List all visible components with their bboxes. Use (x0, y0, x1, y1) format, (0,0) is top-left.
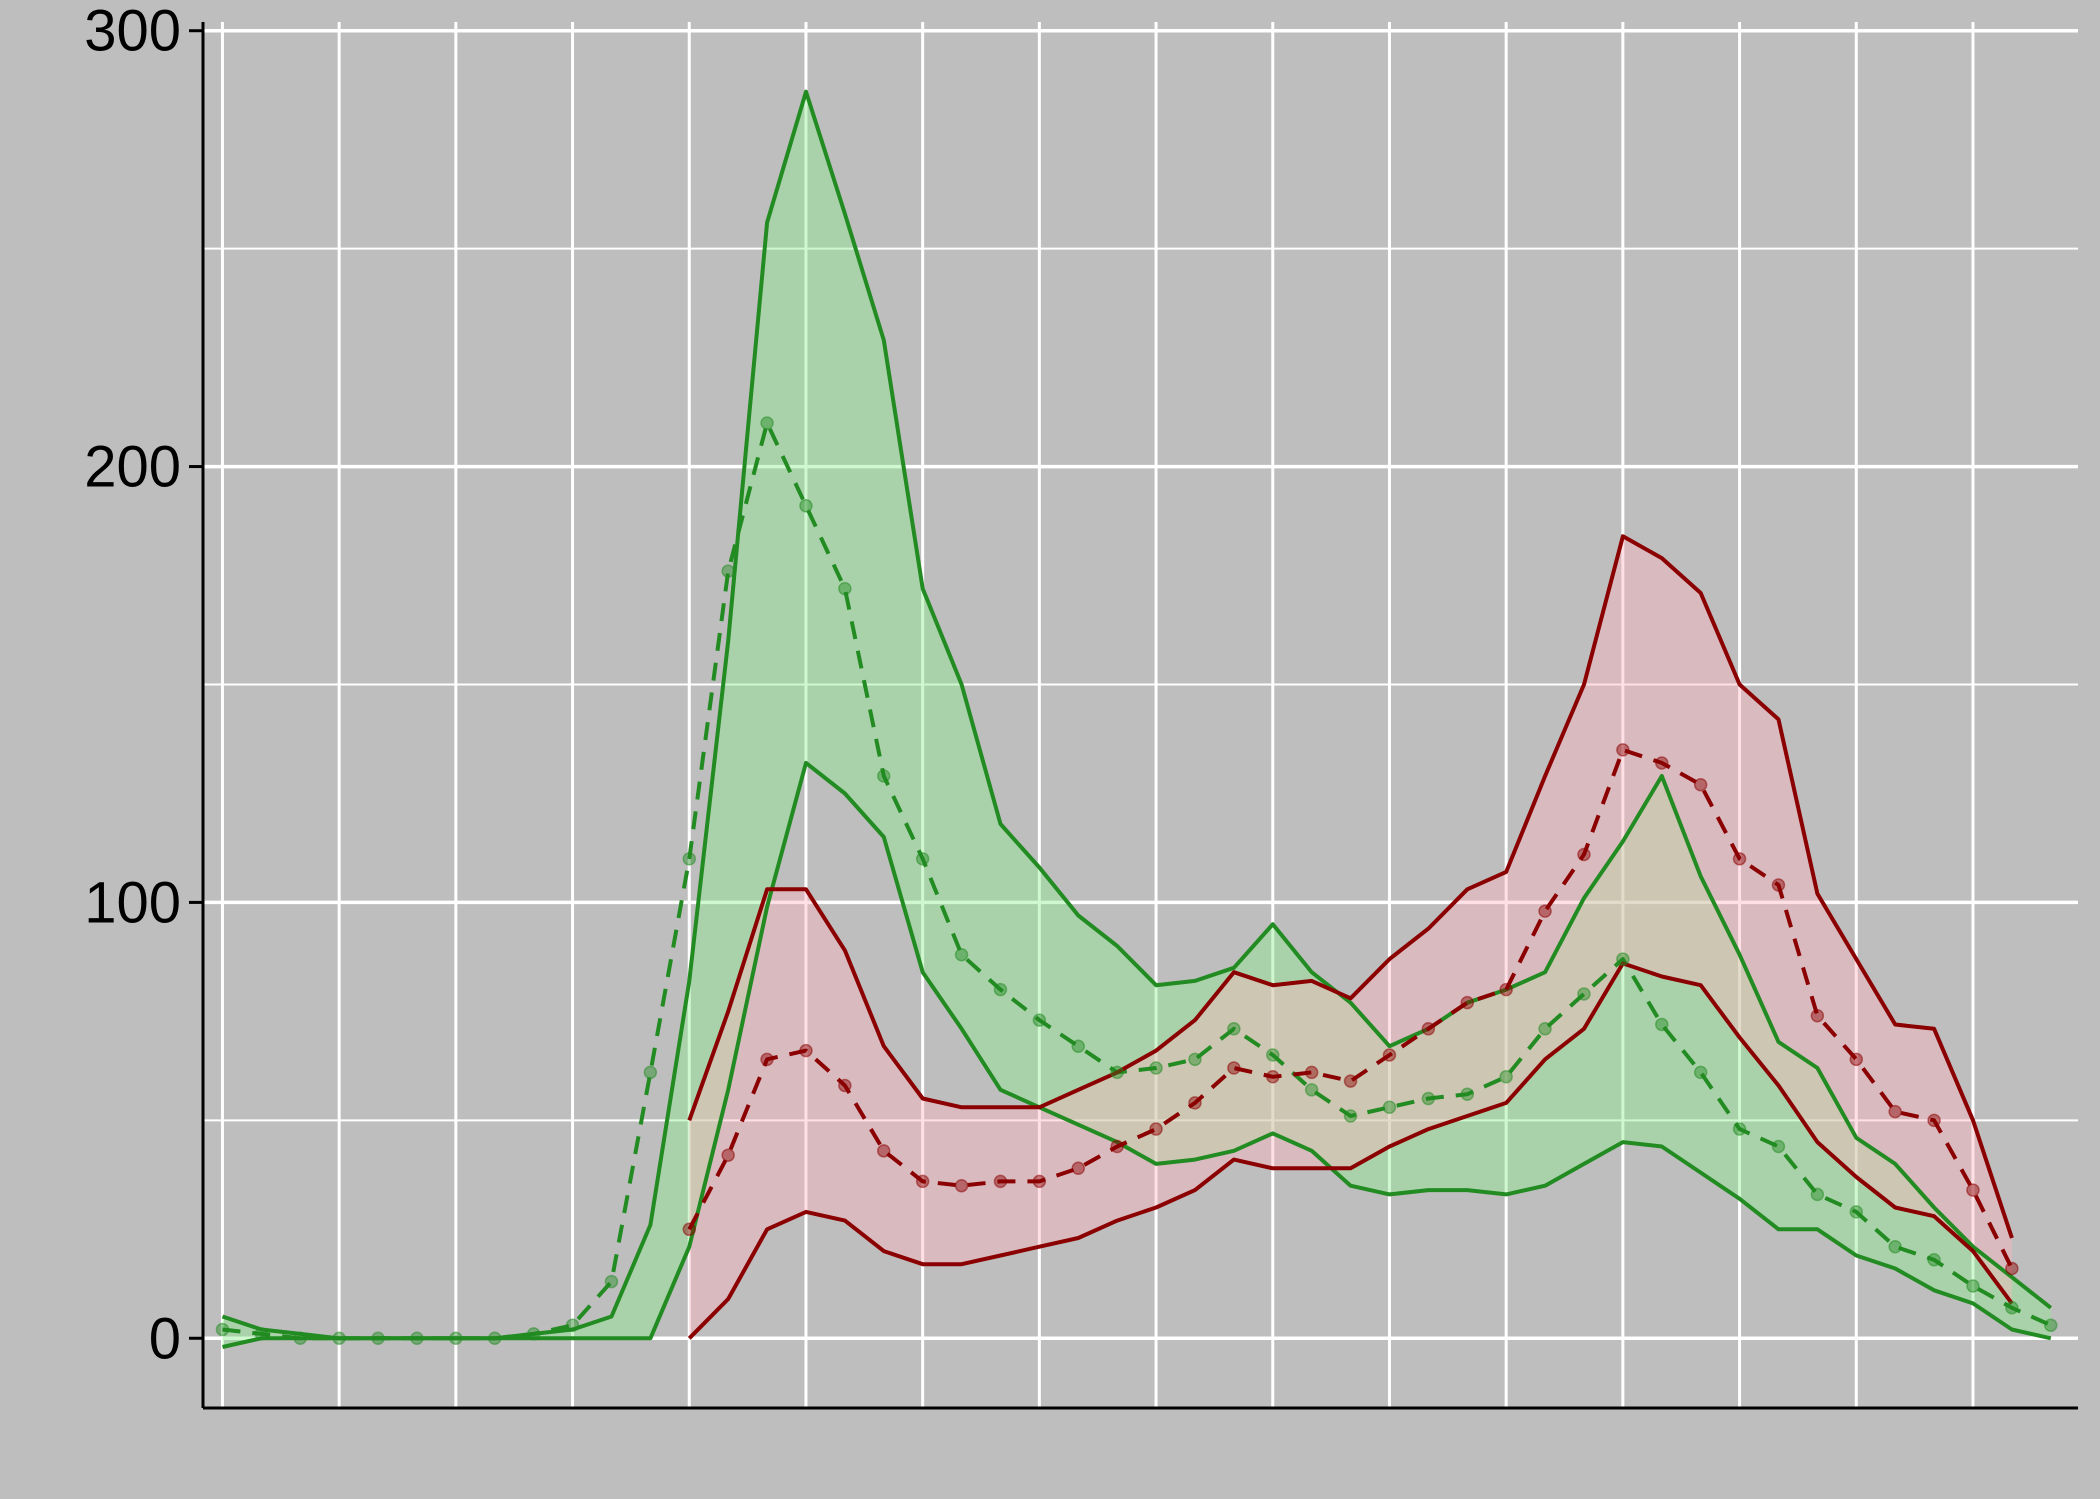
green-mean-point (1810, 1187, 1825, 1202)
confidence-bands (222, 91, 2051, 1348)
green-mean-point (410, 1331, 424, 1346)
red-mean-point (1732, 852, 1747, 866)
green-band (222, 91, 2051, 1348)
gridlines (203, 22, 2078, 1408)
red-mean-point (760, 1052, 774, 1067)
red-mean-point (1032, 1174, 1047, 1189)
red-mean-point (1888, 1104, 1902, 1119)
red-mean-point (1810, 1008, 1825, 1023)
red-mean-point (1149, 1122, 1163, 1136)
green-mean-point (643, 1065, 658, 1080)
green-mean-point (1616, 952, 1630, 966)
green-mean-point (371, 1331, 385, 1346)
axes (189, 22, 2078, 1410)
red-mean-point (915, 1174, 930, 1189)
green-mean-point (1266, 1048, 1280, 1062)
y-tick-labels: 0 100 200 300 (84, 0, 181, 1371)
green-mean-point (954, 947, 969, 962)
red-mean-point (1071, 1161, 1086, 1176)
green-mean-point (332, 1331, 346, 1346)
green-mean-point (1421, 1091, 1436, 1106)
green-mean-point (526, 1327, 541, 1341)
green-mean-point (799, 499, 813, 513)
red-mean-point (1577, 847, 1591, 862)
red-mean-point (799, 1043, 813, 1058)
green-mean-point (1188, 1052, 1202, 1067)
green-mean-point (604, 1274, 619, 1289)
red-lower-line (687, 961, 2014, 1340)
red-mean-point (1966, 1183, 1980, 1197)
red-mean-point (1304, 1065, 1319, 1080)
green-mean-point (1304, 1083, 1319, 1097)
green-mean-point (1577, 987, 1591, 1001)
green-mean-point (1966, 1279, 1980, 1293)
green-mean-point (293, 1331, 308, 1346)
red-upper-line (687, 534, 2014, 1239)
green-mean-point (838, 581, 852, 596)
y-tick-label: 100 (84, 870, 181, 935)
green-mean-point (1655, 1017, 1669, 1032)
red-mean-point (1849, 1052, 1864, 1067)
green-mean-point (2044, 1318, 2058, 1332)
green-mean-point (1343, 1109, 1358, 1123)
red-mean-point (2005, 1261, 2019, 1276)
green-mean-point (1849, 1205, 1864, 1219)
green-mean-point (877, 769, 891, 783)
y-tick-label: 300 (84, 0, 181, 64)
green-mean-point (721, 564, 735, 578)
green-mean-point (215, 1322, 230, 1337)
red-mean-point (1460, 995, 1475, 1010)
red-mean-point (1343, 1074, 1358, 1088)
green-mean-point (449, 1331, 463, 1346)
red-mean-point (682, 1222, 697, 1237)
green-mean-point (682, 852, 697, 866)
green-mean-point (1460, 1087, 1475, 1101)
y-tick-label: 0 (149, 1306, 181, 1371)
red-mean-point (1693, 777, 1708, 792)
green-mean-point (1071, 1039, 1086, 1053)
red-mean-point (1266, 1070, 1280, 1084)
green-mean-point (1227, 1022, 1241, 1036)
red-band (689, 536, 2012, 1339)
green-mean-point (915, 852, 930, 866)
green-mean-point (1032, 1013, 1047, 1027)
green-mean-point (2005, 1301, 2019, 1315)
green-mean-point (488, 1331, 502, 1346)
green-mean-point (1499, 1070, 1513, 1084)
green-mean-point (1382, 1100, 1397, 1115)
red-mean-point (1188, 1096, 1202, 1110)
red-mean-point (1227, 1061, 1241, 1075)
green-mean-point (1732, 1122, 1747, 1136)
green-mean-point (565, 1318, 580, 1332)
red-mean-point (1499, 982, 1513, 997)
series-points (215, 416, 2058, 1346)
red-mean-point (838, 1078, 852, 1093)
red-mean-point (1382, 1048, 1397, 1062)
green-mean-point (1927, 1253, 1941, 1267)
red-mean-point (877, 1144, 891, 1158)
red-mean-point (954, 1178, 969, 1193)
green-mean-point (1888, 1239, 1902, 1254)
red-mean-point (1110, 1139, 1124, 1154)
red-mean-point (1616, 743, 1630, 757)
red-mean-point (1927, 1113, 1941, 1128)
red-mean-point (1421, 1022, 1436, 1036)
green-mean-point (1110, 1065, 1124, 1080)
red-mean-point (721, 1148, 735, 1162)
green-mean-point (1538, 1022, 1552, 1036)
green-mean-point (993, 982, 1008, 997)
red-mean-point (1655, 756, 1669, 770)
green-lower-line (222, 760, 2052, 1349)
green-mean-point (1693, 1065, 1708, 1080)
green-mean-point (760, 416, 774, 430)
red-mean-point (1538, 904, 1552, 918)
green-mean-point (254, 1327, 269, 1341)
red-mean-point (993, 1174, 1008, 1189)
green-mean-point (1771, 1139, 1786, 1154)
y-tick-label: 200 (84, 435, 181, 500)
red-mean-point (1771, 878, 1786, 892)
green-mean-point (1149, 1061, 1163, 1075)
